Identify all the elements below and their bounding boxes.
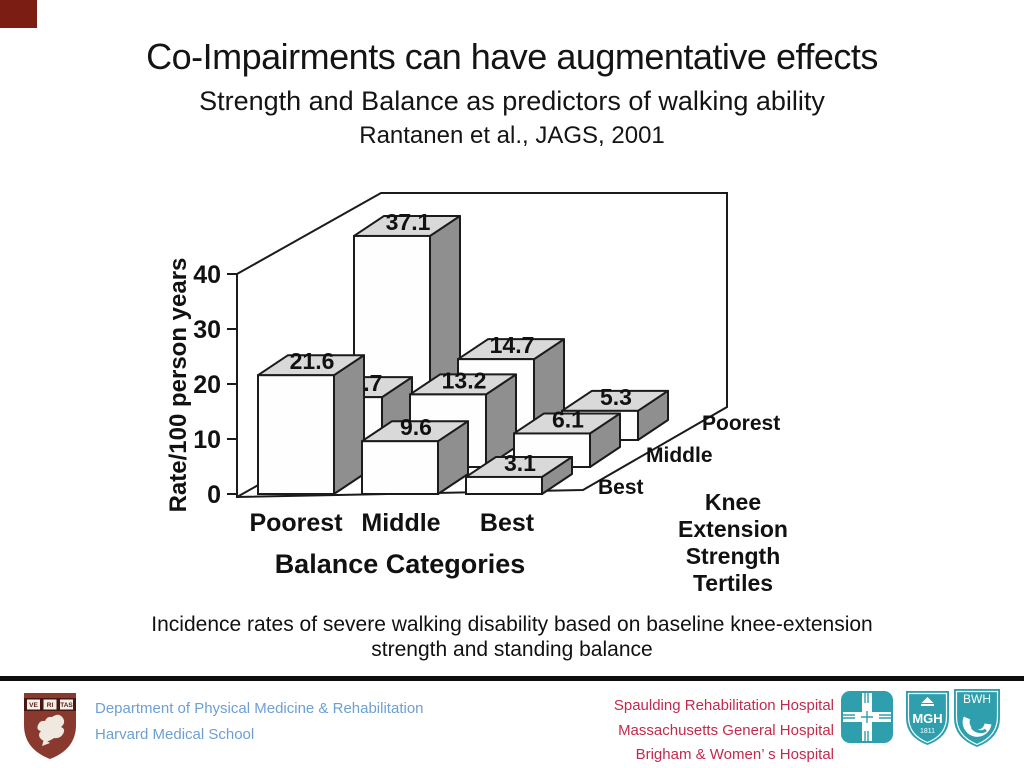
x-tick-label: Poorest xyxy=(249,509,343,537)
chart-caption: Incidence rates of severe walking disabi… xyxy=(0,612,1024,662)
bar-front-face xyxy=(257,374,335,496)
bar-value-label: 13.2 xyxy=(442,367,487,393)
svg-text:RI: RI xyxy=(47,702,54,709)
corner-accent-mark xyxy=(0,0,37,28)
bwh-swirl-icon xyxy=(962,716,992,737)
x-tick-label: Middle xyxy=(361,509,440,537)
bwh-shield-logo: BWH xyxy=(954,689,1000,747)
bar-front-face xyxy=(465,475,543,496)
spaulding-hands-logo xyxy=(841,691,893,743)
footer-divider-rule xyxy=(0,676,1024,681)
harvard-crest-logo: VE RI TAS xyxy=(24,693,76,759)
y-tick-label: 30 xyxy=(193,316,221,344)
bar-side-face xyxy=(333,354,365,495)
svg-text:MGH: MGH xyxy=(912,711,942,726)
footer-dept-line: Department of Physical Medicine & Rehabi… xyxy=(95,700,424,717)
caption-line-1: Incidence rates of severe walking disabi… xyxy=(151,613,873,636)
y-tick-label: 10 xyxy=(193,426,221,454)
svg-text:BWH: BWH xyxy=(963,692,991,706)
depth-axis-title-line: Strength xyxy=(686,543,781,569)
footer-school-line: Harvard Medical School xyxy=(95,726,255,743)
depth-axis-title-line: Extension xyxy=(678,516,788,542)
svg-text:VE: VE xyxy=(29,702,38,709)
crest-lion-figure xyxy=(37,714,65,746)
x-axis-title: Balance Categories xyxy=(275,549,526,579)
y-tick-label: 40 xyxy=(193,261,221,289)
footer-hospital-bwh: Brigham & Women’ s Hospital xyxy=(635,746,834,763)
crest-motto: VE RI TAS xyxy=(27,699,73,710)
mgh-shield-logo: MGH 1811 xyxy=(906,691,949,745)
bar-value-label: 3.1 xyxy=(504,450,536,476)
bar-value-label: 21.6 xyxy=(290,348,335,374)
bar-value-label: 6.1 xyxy=(552,406,584,432)
depth-axis-title-line: Knee xyxy=(705,489,761,515)
x-tick-label: Best xyxy=(480,509,535,537)
slide-title: Co-Impairments can have augmentative eff… xyxy=(146,36,878,77)
svg-text:TAS: TAS xyxy=(60,702,73,709)
slide-citation: Rantanen et al., JAGS, 2001 xyxy=(359,122,665,149)
bar-value-label: 14.7 xyxy=(490,332,535,358)
bar-value-label: 9.6 xyxy=(400,414,432,440)
footer-bar: VE RI TAS Department of Physical Medicin… xyxy=(0,681,1024,768)
svg-text:1811: 1811 xyxy=(920,728,935,735)
depth-tick-label: Poorest xyxy=(702,412,780,435)
footer-hospital-spaulding: Spaulding Rehabilitation Hospital xyxy=(613,697,834,714)
y-tick-label: 20 xyxy=(193,371,221,399)
bar-chart-3d: 0 10 20 30 40 Rate/100 person years 37.1 14.7 5.… xyxy=(150,170,810,615)
depth-axis-title-line: Tertiles xyxy=(693,570,773,596)
y-axis-title: Rate/100 person years xyxy=(165,258,192,513)
mgh-dome-icon xyxy=(921,697,934,706)
caption-line-2: strength and standing balance xyxy=(371,638,653,661)
slide-subtitle: Strength and Balance as predictors of wa… xyxy=(199,86,825,116)
y-tick-label: 0 xyxy=(207,481,221,509)
depth-tick-label: Best xyxy=(598,476,644,499)
bar-front-face xyxy=(361,440,439,496)
depth-tick-label: Middle xyxy=(646,444,713,467)
bar-value-label: 5.3 xyxy=(600,384,632,410)
bar-value-label: 37.1 xyxy=(386,209,431,235)
footer-hospital-mgh: Massachusetts General Hospital xyxy=(618,722,834,739)
